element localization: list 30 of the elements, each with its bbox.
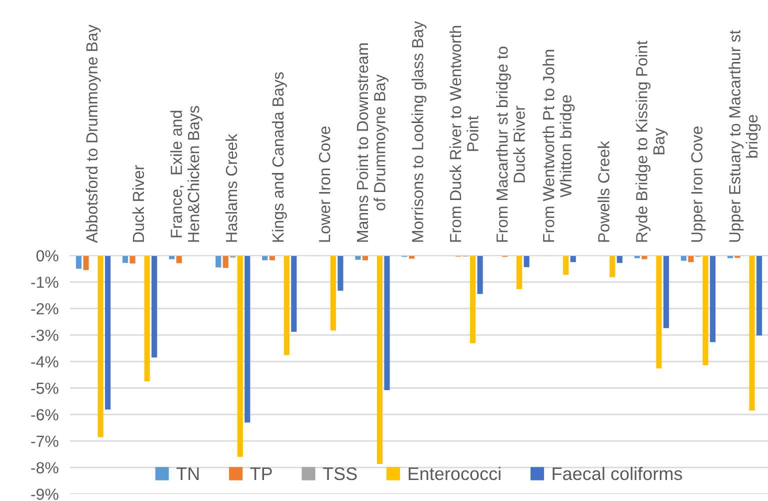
y-tick-label: 0% [36, 250, 58, 262]
x-tick-label: Manns Point to Downstream of Drummoyne Bay [356, 43, 389, 242]
x-tick-label: From Wentworth Pt to John Whitton bridge [542, 50, 575, 242]
legend-label: TSS [322, 467, 357, 480]
x-tick-label: Upper Estuary to Macarthur st bridge [728, 30, 761, 242]
y-tick-label: -9% [31, 488, 58, 500]
x-tick-label: From Macarthur st bridge to Duck River [496, 46, 525, 242]
x-tick-label: France, Exile and Hen&Chicken Bays [170, 106, 202, 242]
x-tick-label: Lower Iron Cove [318, 126, 330, 242]
y-tick-label: -2% [31, 303, 58, 314]
x-tick-label: Duck River [132, 165, 144, 242]
y-tick-label: -3% [31, 330, 58, 341]
y-tick-label: -7% [31, 436, 58, 447]
x-tick-label: Upper Iron Cove [691, 126, 706, 242]
x-tick-label: From Duck River to Wentworth Point [449, 26, 478, 242]
x-tick-label: Powells Creek [598, 140, 610, 242]
legend-label: TN [176, 468, 199, 480]
legend-label: TP [250, 468, 272, 480]
y-tick-label: -5% [31, 382, 58, 394]
x-tick-label: Morrisons to Looking glass Bay [412, 21, 426, 242]
y-tick-label: -6% [31, 409, 58, 420]
x-tick-label: Abbotsford to Drummoyne Bay [86, 24, 101, 243]
x-tick-label: Kings and Canada Bays [272, 72, 287, 242]
legend-label: Enterococci [408, 466, 500, 480]
y-tick-label: -8% [31, 462, 58, 474]
y-tick-label: -1% [31, 276, 58, 288]
y-tick-label: -4% [31, 356, 58, 368]
legend-label: Faecal coliforms [552, 466, 682, 480]
x-tick-label: Haslams Creek [225, 134, 238, 242]
x-tick-label: Ryde Bridge to Kissing Point Bay [636, 40, 668, 242]
